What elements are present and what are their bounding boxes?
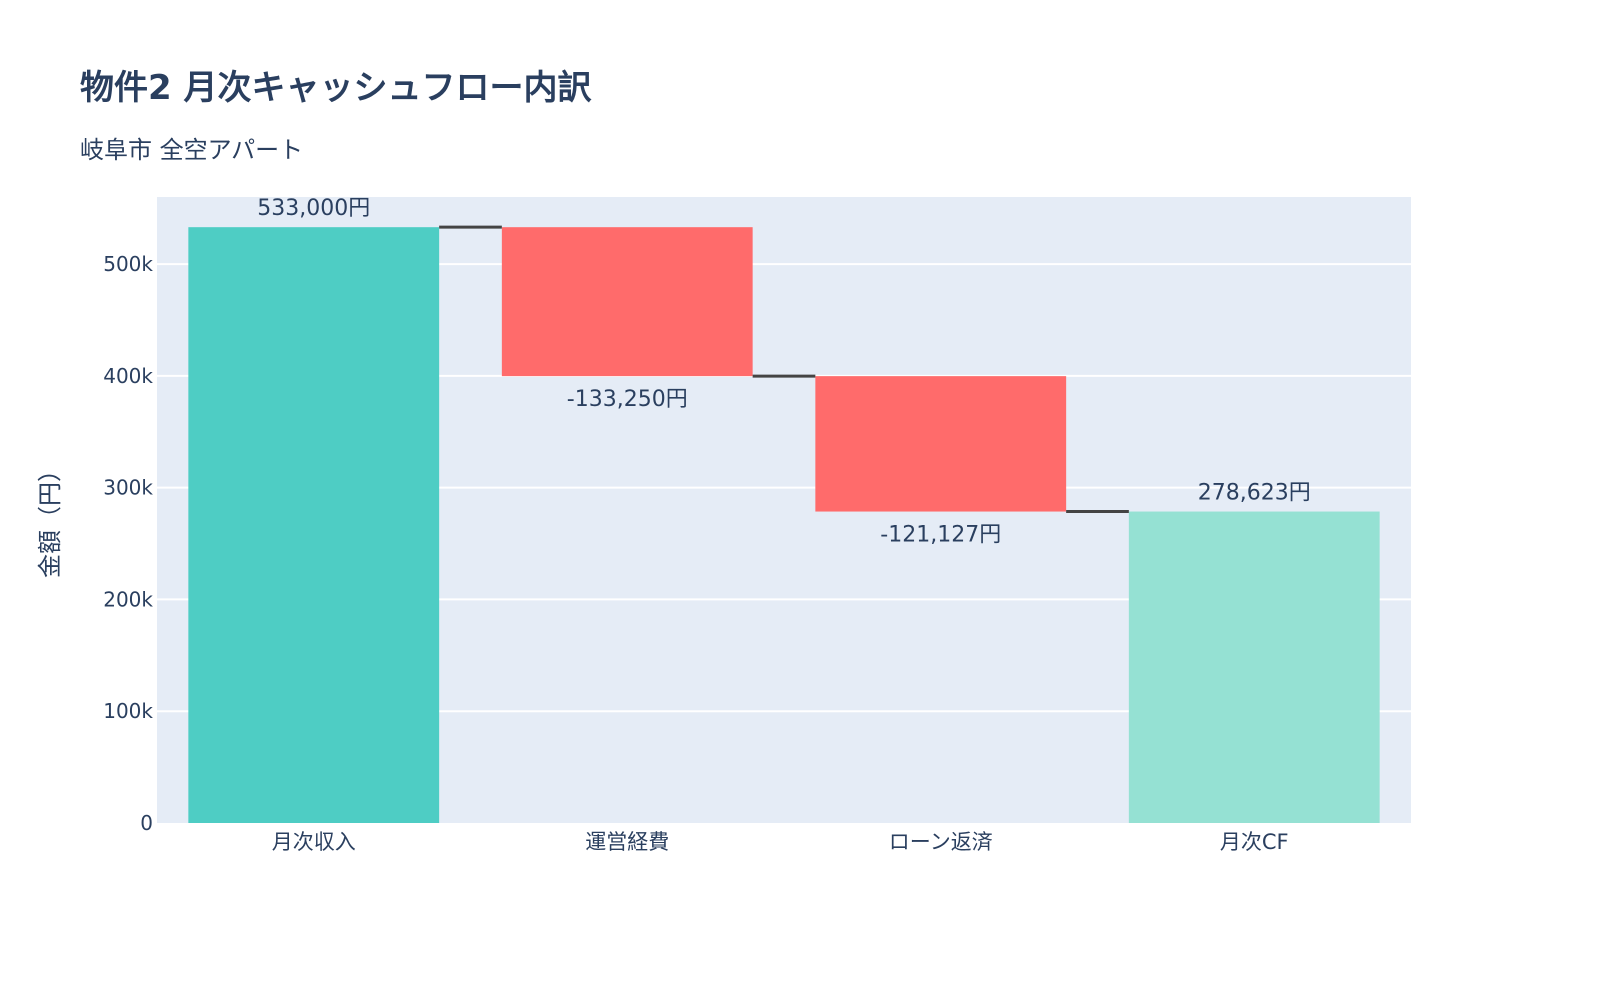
- bar-4: [1128, 511, 1380, 823]
- x-tick-label: 月次収入: [272, 830, 356, 854]
- data-label: -133,250円: [567, 387, 688, 412]
- data-label: 278,623円: [1198, 481, 1311, 506]
- data-label: 533,000円: [257, 196, 370, 221]
- data-label: -121,127円: [880, 523, 1001, 548]
- y-tick-label: 200k: [103, 587, 153, 611]
- y-tick-label: 400k: [103, 364, 153, 388]
- x-tick-label: 運営経費: [585, 830, 669, 854]
- y-tick-label: 0: [140, 811, 153, 835]
- chart-title: 物件2 月次キャッシュフロー内訳: [80, 68, 592, 108]
- y-tick-label: 100k: [103, 699, 153, 723]
- y-tick-label: 300k: [103, 476, 153, 500]
- bar-1: [188, 227, 440, 824]
- y-tick-label: 500k: [103, 252, 153, 276]
- bar-3: [815, 376, 1067, 512]
- x-tick-label: 月次CF: [1220, 830, 1289, 854]
- chart-subtitle: 岐阜市 全空アパート: [80, 136, 304, 164]
- x-tick-label: ローン返済: [889, 830, 993, 854]
- bar-2: [501, 227, 753, 377]
- y-axis-title: 金額（円）: [36, 458, 64, 578]
